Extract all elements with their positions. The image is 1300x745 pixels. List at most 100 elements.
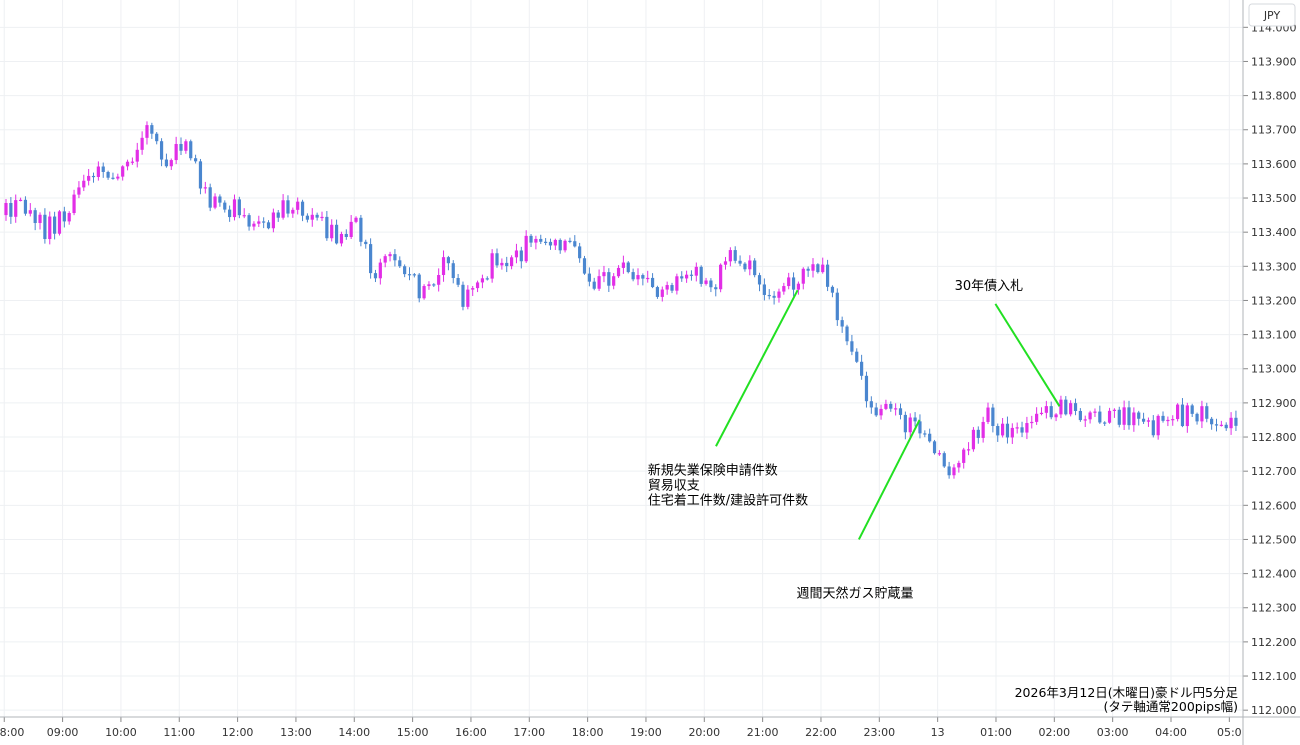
candle-body	[1030, 421, 1034, 424]
candle-body	[1146, 420, 1151, 422]
candle-body	[505, 262, 509, 267]
candle	[699, 265, 703, 287]
x-tick-label: 16:00	[455, 726, 487, 739]
candle	[466, 285, 470, 310]
candle	[349, 215, 353, 240]
candle-body	[772, 295, 776, 298]
candle	[544, 238, 548, 246]
candle	[330, 219, 334, 242]
candle	[966, 442, 971, 456]
y-tick-label: 113.400	[1251, 226, 1297, 239]
candle	[18, 197, 23, 202]
candle-body	[1229, 417, 1233, 429]
candle	[218, 194, 222, 207]
candle	[913, 412, 917, 427]
candle	[393, 249, 397, 267]
candle	[782, 282, 786, 295]
candle	[310, 208, 314, 227]
candle-body	[782, 286, 786, 292]
x-tick-label: 01:00	[980, 726, 1012, 739]
candle	[378, 258, 382, 285]
candle-body	[918, 421, 922, 434]
candle-body	[957, 462, 961, 468]
candle-body	[894, 408, 898, 410]
candle	[646, 270, 650, 283]
candle-body	[130, 161, 134, 163]
candle-body	[91, 175, 96, 178]
candle-body	[315, 214, 319, 218]
candle-body	[325, 216, 329, 239]
candle	[388, 251, 392, 262]
candle-body	[509, 257, 514, 267]
candle-body	[981, 421, 985, 438]
candle-body	[422, 286, 426, 299]
candle-body	[801, 268, 805, 284]
candle-body	[1156, 415, 1160, 436]
candle-body	[1171, 419, 1175, 421]
candle	[232, 194, 237, 221]
candle-body	[524, 235, 528, 262]
candle	[354, 216, 358, 224]
candle	[903, 411, 907, 440]
candle-body	[330, 224, 334, 239]
candle	[928, 428, 932, 443]
candle-body	[305, 215, 310, 220]
candle	[894, 403, 898, 416]
candle-body	[879, 408, 883, 416]
x-tick-label: 17:00	[513, 726, 545, 739]
candle	[1030, 415, 1034, 429]
candle	[198, 158, 203, 195]
candle	[1166, 416, 1170, 427]
candle-body	[553, 239, 557, 246]
candle	[9, 197, 13, 224]
candle-body	[490, 253, 494, 279]
candle	[918, 414, 922, 439]
candle-body	[1190, 405, 1194, 414]
candle	[578, 242, 582, 263]
candle	[184, 139, 188, 154]
candle	[636, 268, 640, 286]
candle-body	[1112, 409, 1117, 411]
candle-body	[1214, 424, 1219, 426]
candle	[1224, 422, 1228, 431]
candle	[689, 270, 694, 281]
candle	[189, 139, 193, 161]
candle	[28, 203, 32, 217]
x-tick-label: 20:00	[688, 726, 720, 739]
candle	[971, 427, 976, 452]
candle-body	[874, 407, 878, 416]
candle-body	[1117, 409, 1121, 425]
candle-body	[1132, 412, 1136, 426]
candle-body	[232, 199, 237, 218]
currency-badge	[1248, 3, 1296, 27]
candle	[957, 460, 961, 473]
candle-body	[757, 275, 762, 285]
candle-body	[787, 277, 791, 287]
candle-body	[28, 210, 32, 214]
candle-body	[437, 275, 441, 285]
candle	[116, 173, 120, 181]
candle	[305, 213, 310, 223]
candle	[461, 281, 465, 311]
candle-body	[62, 211, 66, 222]
x-tick-label: 18:00	[572, 726, 604, 739]
candle	[738, 255, 742, 267]
y-tick-label: 113.800	[1251, 90, 1297, 103]
candle	[602, 265, 606, 283]
candle-body	[650, 277, 655, 288]
candle	[962, 447, 966, 469]
candle	[631, 268, 635, 282]
candle-body	[855, 351, 859, 362]
candle	[193, 154, 198, 164]
candle	[490, 249, 494, 283]
annotation-leader-line	[715, 289, 799, 447]
candle	[592, 277, 596, 291]
candle-body	[748, 260, 752, 270]
candle	[704, 277, 708, 286]
y-tick-label: 112.000	[1251, 704, 1297, 717]
candle-body	[884, 403, 888, 409]
candle-body	[57, 211, 62, 234]
candle	[427, 281, 431, 290]
candle-body	[1127, 407, 1131, 426]
